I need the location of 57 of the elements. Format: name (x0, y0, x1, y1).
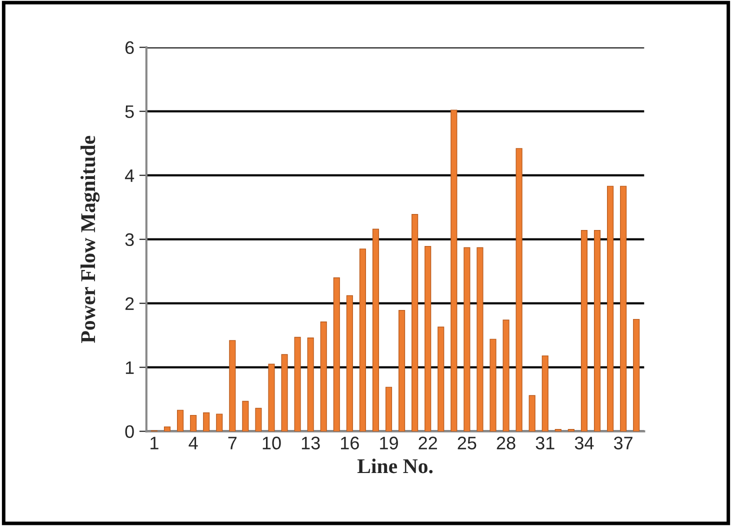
bar (607, 186, 614, 432)
bar (333, 277, 340, 432)
x-tick-label: 7 (228, 436, 237, 450)
bar (268, 364, 275, 432)
x-tick-label: 25 (458, 436, 476, 450)
bar (633, 318, 640, 432)
bar (307, 338, 314, 432)
bar (294, 336, 301, 432)
y-tick-label: 6 (125, 41, 134, 54)
bar (164, 426, 171, 432)
bar (320, 322, 327, 432)
bar (620, 186, 627, 432)
bar (176, 410, 184, 432)
x-tick-label: 37 (614, 436, 632, 450)
bar (580, 230, 588, 432)
bar (229, 340, 236, 432)
x-tick-label: 4 (188, 436, 198, 450)
x-tick-label: 1 (150, 436, 158, 450)
bar (190, 414, 197, 432)
x-tick-label: 31 (536, 436, 554, 450)
x-tick-label: 19 (380, 436, 398, 450)
x-tick-label: 16 (341, 436, 359, 450)
x-tick-label: 10 (262, 436, 281, 450)
bar (203, 412, 210, 432)
y-tick-label: 4 (124, 169, 134, 182)
bar (398, 310, 406, 432)
y-tick-label: 1 (126, 361, 134, 374)
y-axis-title: Power Flow Magnitude (80, 136, 100, 343)
bar (490, 338, 496, 432)
bar (412, 214, 418, 432)
bar (450, 110, 458, 432)
x-tick-label: 34 (574, 436, 594, 450)
bar (476, 247, 484, 432)
bar (528, 395, 536, 432)
bar (359, 248, 366, 432)
bar (385, 386, 392, 432)
x-tick-label: 13 (302, 436, 320, 450)
bar (346, 295, 353, 432)
x-tick-label: 28 (496, 436, 516, 450)
bar (542, 355, 548, 432)
bar (255, 408, 262, 432)
bar (242, 400, 249, 432)
bar (502, 320, 510, 432)
x-axis-title: Line No. (357, 458, 433, 474)
y-tick-label: 0 (125, 425, 134, 438)
bar (424, 246, 432, 432)
bar (216, 414, 223, 432)
bar (372, 228, 380, 432)
bar (281, 354, 288, 432)
bar (516, 148, 522, 432)
y-tick-label: 2 (125, 297, 134, 310)
bar (594, 230, 601, 432)
y-tick-label: 3 (125, 233, 134, 246)
bar (438, 326, 444, 432)
bar (464, 247, 470, 432)
y-tick-label: 5 (125, 105, 134, 118)
x-tick-label: 22 (418, 436, 437, 450)
